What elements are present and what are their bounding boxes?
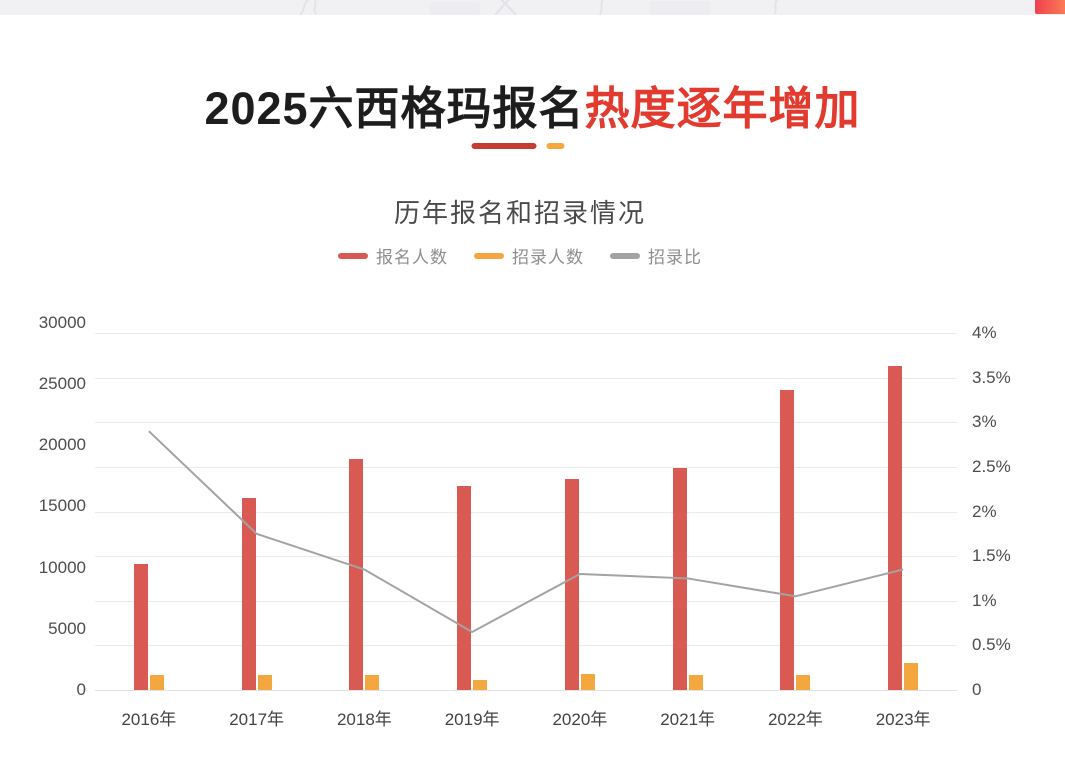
bar-报名人数-2019年[interactable]	[457, 486, 471, 690]
x-axis-line	[95, 690, 957, 691]
bar-招录人数-2022年[interactable]	[796, 675, 810, 690]
legend-item-招录人数[interactable]: 招录人数	[474, 243, 584, 268]
grid-line	[95, 378, 957, 379]
legend-item-报名人数[interactable]: 报名人数	[338, 243, 448, 268]
x-axis-label: 2023年	[875, 710, 931, 729]
title-underline	[471, 143, 565, 149]
left-axis-tick-label: 30000	[38, 313, 86, 332]
right-axis-tick-label: 3.5%	[972, 368, 1011, 387]
bar-招录人数-2016年[interactable]	[150, 675, 164, 690]
x-axis-label: 2021年	[660, 710, 716, 729]
grid-line	[95, 601, 957, 602]
banner-sketch-illustration	[299, 0, 778, 15]
legend-swatch	[338, 252, 368, 259]
bar-报名人数-2022年[interactable]	[780, 390, 794, 690]
right-axis-tick-label: 1%	[972, 591, 997, 610]
grid-line	[95, 333, 957, 334]
grid-line	[95, 512, 957, 513]
legend-item-招录比[interactable]: 招录比	[610, 243, 702, 268]
page-title-main: 2025六西格玛报名	[204, 83, 585, 134]
grid-line	[95, 422, 957, 423]
legend-swatch	[610, 252, 640, 259]
right-axis-tick-label: 0	[972, 680, 982, 699]
left-axis-tick-label: 10000	[38, 558, 86, 577]
bar-报名人数-2020年[interactable]	[565, 479, 579, 690]
grid-line	[95, 645, 957, 646]
x-axis-label: 2017年	[229, 710, 285, 729]
bar-招录人数-2018年[interactable]	[365, 675, 379, 690]
x-axis-label: 2018年	[336, 710, 392, 729]
left-axis-tick-label: 20000	[38, 435, 86, 454]
top-right-badge[interactable]	[1035, 0, 1065, 14]
right-axis-tick-label: 3%	[972, 412, 997, 431]
page-title-highlight: 热度逐年增加	[584, 83, 861, 134]
bar-报名人数-2017年[interactable]	[242, 498, 256, 690]
right-axis-tick-label: 2%	[972, 502, 997, 521]
legend-label: 报名人数	[376, 248, 448, 267]
legend-label: 招录人数	[512, 248, 584, 267]
left-axis-tick-label: 15000	[38, 496, 86, 515]
right-axis-tick-label: 2.5%	[972, 457, 1011, 476]
chart-legend: 报名人数 招录人数 招录比	[0, 243, 1040, 268]
underline-red-pill	[471, 143, 537, 149]
legend-label: 招录比	[648, 248, 702, 267]
x-axis-label: 2022年	[767, 710, 823, 729]
bar-招录人数-2021年[interactable]	[689, 675, 703, 690]
bar-报名人数-2021年[interactable]	[673, 468, 687, 690]
right-axis-tick-label: 0.5%	[972, 635, 1011, 654]
chart-title: 历年报名和招录情况	[393, 198, 646, 228]
underline-orange-pill	[546, 143, 565, 149]
right-axis-tick-label: 4%	[972, 323, 997, 342]
grid-line	[95, 556, 957, 557]
bar-招录人数-2019年[interactable]	[473, 680, 487, 690]
bar-报名人数-2023年[interactable]	[888, 366, 902, 690]
legend-swatch	[474, 252, 504, 259]
grid-line	[95, 467, 957, 468]
left-axis-tick-label: 5000	[48, 619, 86, 638]
bar-招录人数-2023年[interactable]	[904, 663, 918, 690]
page-title: 2025六西格玛报名热度逐年增加	[0, 72, 1065, 137]
x-axis-label: 2019年	[444, 710, 500, 729]
bar-报名人数-2018年[interactable]	[349, 459, 363, 690]
left-axis-tick-label: 25000	[38, 374, 86, 393]
x-axis-label: 2020年	[552, 710, 608, 729]
left-axis-tick-label: 0	[76, 680, 86, 699]
x-axis-label: 2016年	[121, 710, 177, 729]
bar-招录人数-2020年[interactable]	[581, 674, 595, 690]
right-axis-tick-label: 1.5%	[972, 546, 1011, 565]
bar-招录人数-2017年[interactable]	[258, 675, 272, 690]
bar-报名人数-2016年[interactable]	[134, 564, 148, 690]
top-banner	[0, 0, 1065, 15]
